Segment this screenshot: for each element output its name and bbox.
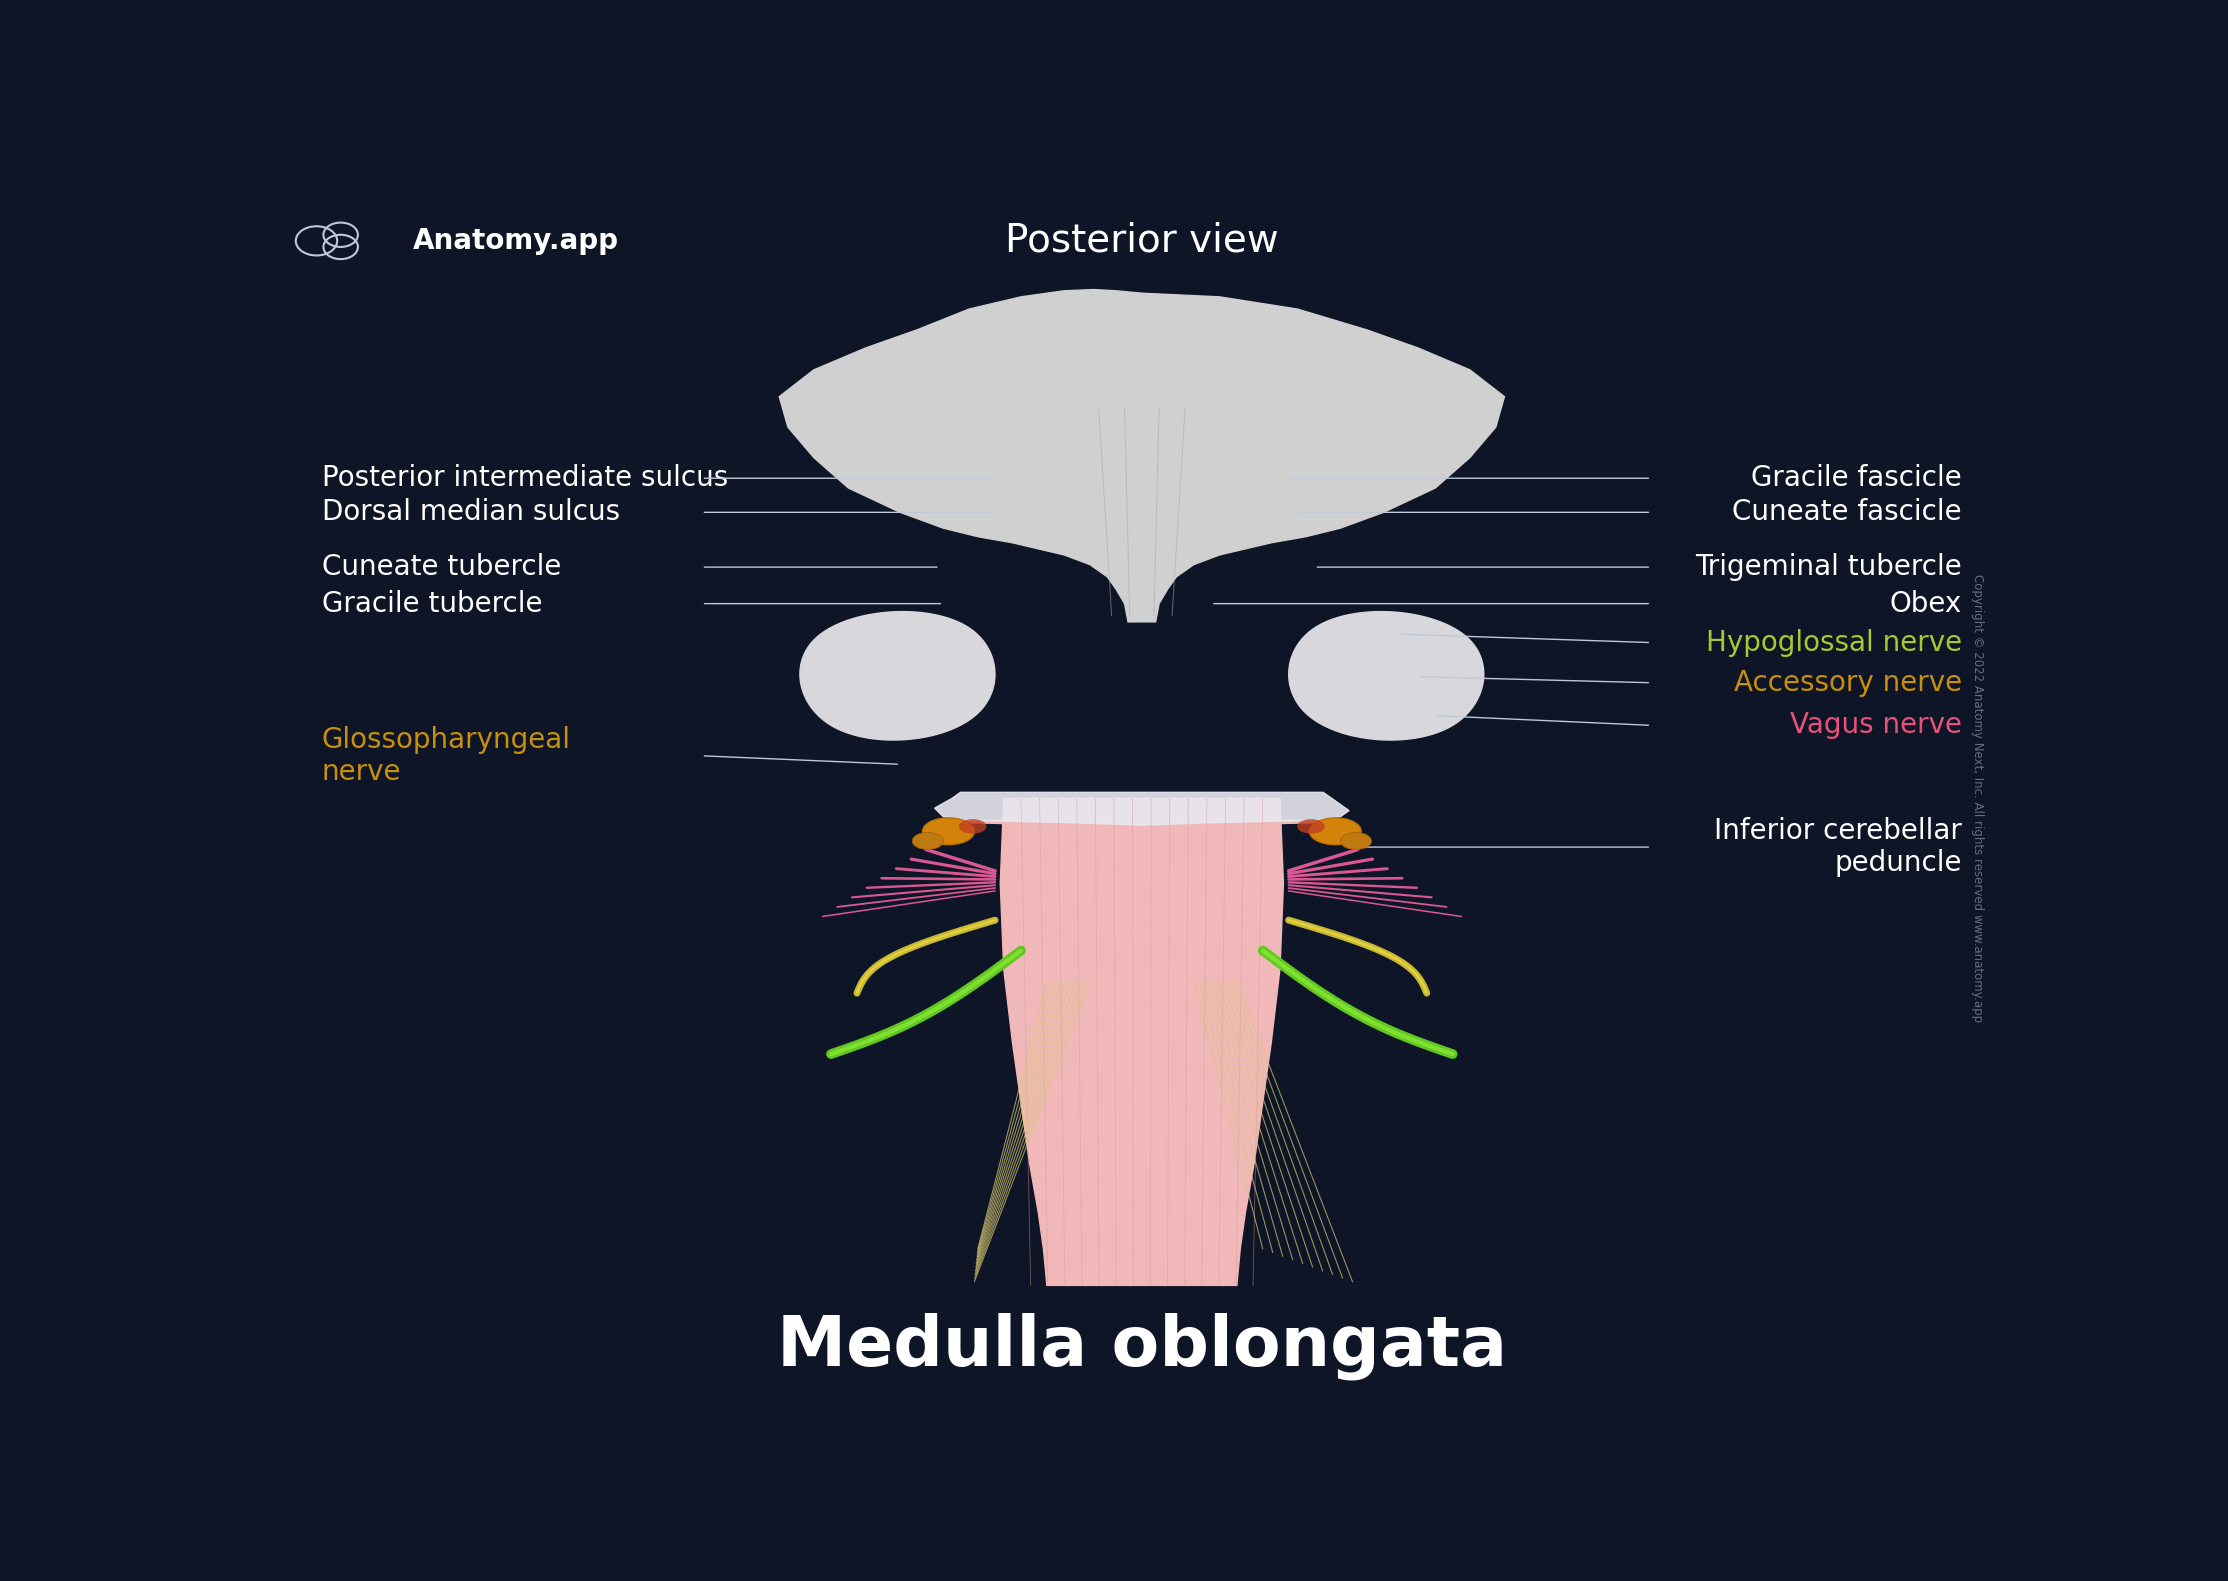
Text: Obex: Obex xyxy=(1889,590,1963,618)
Polygon shape xyxy=(942,821,1341,827)
Ellipse shape xyxy=(911,833,942,849)
Ellipse shape xyxy=(1341,833,1372,849)
Text: Posterior view: Posterior view xyxy=(1005,221,1279,259)
Text: Medulla oblongata: Medulla oblongata xyxy=(778,1312,1506,1380)
Ellipse shape xyxy=(1297,819,1326,833)
Text: Gracile tubercle: Gracile tubercle xyxy=(321,590,541,618)
Text: Glossopharyngeal
nerve: Glossopharyngeal nerve xyxy=(321,726,570,786)
Text: Posterior intermediate sulcus: Posterior intermediate sulcus xyxy=(321,465,729,492)
Text: Trigeminal tubercle: Trigeminal tubercle xyxy=(1696,553,1963,582)
Ellipse shape xyxy=(1310,817,1361,844)
Ellipse shape xyxy=(922,817,974,844)
Text: Anatomy.app: Anatomy.app xyxy=(412,226,619,255)
Ellipse shape xyxy=(958,819,987,833)
Polygon shape xyxy=(1288,612,1484,740)
Text: Vagus nerve: Vagus nerve xyxy=(1789,711,1963,740)
Text: Cuneate tubercle: Cuneate tubercle xyxy=(321,553,561,582)
Polygon shape xyxy=(780,289,1504,621)
Text: Hypoglossal nerve: Hypoglossal nerve xyxy=(1707,629,1963,656)
Text: Cuneate fascicle: Cuneate fascicle xyxy=(1733,498,1963,526)
Polygon shape xyxy=(936,792,1350,825)
Text: Gracile fascicle: Gracile fascicle xyxy=(1751,465,1963,492)
Polygon shape xyxy=(1000,798,1283,1285)
Polygon shape xyxy=(1047,1263,1237,1285)
Polygon shape xyxy=(800,612,996,740)
Text: Copyright © 2022 Anatomy Next, Inc. All rights reserved www.anatomy.app: Copyright © 2022 Anatomy Next, Inc. All … xyxy=(1972,574,1985,1023)
Text: Inferior cerebellar
peduncle: Inferior cerebellar peduncle xyxy=(1713,817,1963,877)
Text: Dorsal median sulcus: Dorsal median sulcus xyxy=(321,498,619,526)
Text: Accessory nerve: Accessory nerve xyxy=(1733,669,1963,697)
